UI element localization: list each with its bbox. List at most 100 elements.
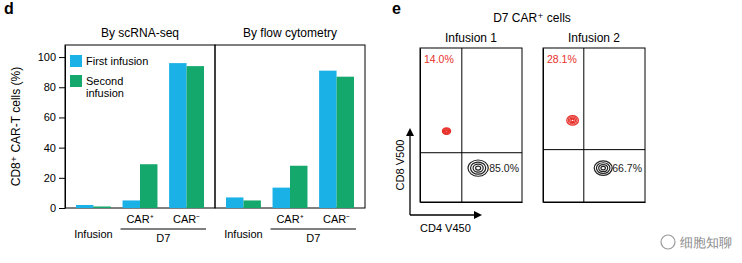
bar xyxy=(169,63,186,208)
plot-area xyxy=(543,48,645,202)
tick: CAR⁻ xyxy=(173,208,200,225)
bar xyxy=(226,197,243,208)
contour-ring xyxy=(567,116,579,125)
tick: 40 xyxy=(44,142,65,154)
population-label: 28.1% xyxy=(547,53,577,65)
tick: 0 xyxy=(50,202,65,214)
tick: 80 xyxy=(44,81,65,93)
tick: 60 xyxy=(44,111,65,123)
bar xyxy=(273,188,290,208)
bar xyxy=(140,164,157,208)
tick-label: Infusion xyxy=(224,228,263,240)
legend-label: Secondinfusion xyxy=(86,75,124,99)
contour-plot: Infusion 114.0%85.0%CD4 V450CD8 V500 xyxy=(394,31,523,234)
bar xyxy=(76,205,93,208)
tick: 20 xyxy=(44,172,65,184)
bar-chart: By scRNA-seq020406080100CD8⁺ CAR-T cells… xyxy=(9,26,215,244)
contour-ring xyxy=(596,163,609,174)
contour-ring xyxy=(468,160,488,176)
chart-title: Infusion 2 xyxy=(568,31,620,45)
tick-label: CAR⁻ xyxy=(323,213,350,225)
tick-label: Infusion xyxy=(74,228,113,240)
chart-title: Infusion 1 xyxy=(445,31,497,45)
legend-label: First infusion xyxy=(86,55,148,67)
group-bracket xyxy=(271,229,356,230)
plot-frame xyxy=(65,45,215,208)
gate-line xyxy=(583,48,584,202)
bar xyxy=(319,71,336,208)
axis-arrow xyxy=(409,134,410,215)
chart-title: By scRNA-seq xyxy=(101,26,179,40)
arrow-head xyxy=(474,211,482,219)
contour-plot: Infusion 2 28.1% 66.7% xyxy=(543,31,646,203)
bar xyxy=(187,66,204,208)
x-axis: Infusion CAR⁺ CAR⁻ xyxy=(220,208,362,240)
tick-label: 20 xyxy=(44,172,56,184)
tick-label: CAR⁻ xyxy=(173,213,200,225)
tick-mark xyxy=(59,178,65,179)
axis-line xyxy=(70,208,212,209)
tick: CAR⁺ xyxy=(126,208,153,225)
tick-label: 60 xyxy=(44,111,56,123)
legend-swatch xyxy=(70,75,82,87)
plot-frame xyxy=(543,48,645,202)
group-label: D7 xyxy=(156,232,170,244)
x-axis: Infusion CAR⁺ CAR⁻ xyxy=(70,208,212,240)
plot-frame xyxy=(215,45,365,208)
population xyxy=(468,160,488,176)
figure: deBy scRNA-seq020406080100CD8⁺ CAR-T cel… xyxy=(0,0,742,263)
bar xyxy=(123,200,140,208)
tick-mark xyxy=(59,117,65,118)
contour-ring xyxy=(442,128,450,135)
bars xyxy=(76,63,204,208)
tick: CAR⁻ xyxy=(323,208,350,225)
axis-line xyxy=(65,46,66,209)
tick-label: CAR⁺ xyxy=(276,213,303,225)
y-axis: 020406080100 xyxy=(38,46,66,215)
contour-ring xyxy=(444,130,448,133)
bar xyxy=(337,77,354,208)
panel-label: d xyxy=(4,0,14,17)
chart-title: By flow cytometry xyxy=(243,26,337,40)
y-axis-title: CD8⁺ CAR-T cells (%) xyxy=(9,67,23,186)
tick: CAR⁺ xyxy=(276,208,303,225)
population-label: 85.0% xyxy=(489,162,519,174)
contour-ring xyxy=(568,117,577,124)
gate-line xyxy=(461,48,462,202)
bar-chart: By flow cytometryInfusionCAR⁺CAR⁻D7 xyxy=(215,26,365,244)
contour-ring xyxy=(594,161,612,175)
contour-ring xyxy=(471,162,486,174)
plot-area xyxy=(420,48,522,202)
population-label: 66.7% xyxy=(612,162,642,174)
contour-ring xyxy=(571,119,574,121)
gate-line xyxy=(420,152,522,153)
tick-mark xyxy=(59,148,65,149)
contour-ring xyxy=(476,166,481,170)
panel-title: D7 CAR⁺ cells xyxy=(493,11,571,25)
bar xyxy=(93,206,110,208)
axis-arrow xyxy=(410,214,476,215)
plot-frame xyxy=(420,48,522,202)
tick: Infusion xyxy=(74,208,113,240)
tick-label: 40 xyxy=(44,142,56,154)
bar xyxy=(243,200,260,208)
watermark-icon xyxy=(661,235,675,249)
population xyxy=(567,116,579,125)
gate-line xyxy=(543,149,645,150)
tick-label: 0 xyxy=(50,202,56,214)
watermark: 细胞知聊 xyxy=(680,235,732,250)
tick-mark xyxy=(59,57,65,58)
tick-label: CAR⁺ xyxy=(126,213,153,225)
tick-mark xyxy=(59,87,65,88)
bar xyxy=(290,166,307,208)
population-label: 14.0% xyxy=(424,53,454,65)
contour-ring xyxy=(445,130,447,132)
arrow-head xyxy=(406,128,414,136)
y-axis-title: CD8 V500 xyxy=(394,140,406,191)
contour-ring xyxy=(599,165,608,172)
bars xyxy=(226,71,354,208)
legend: First infusion Secondinfusion xyxy=(70,55,148,99)
contour-ring xyxy=(601,166,605,170)
contour-ring xyxy=(570,118,576,123)
tick: Infusion xyxy=(224,208,263,240)
